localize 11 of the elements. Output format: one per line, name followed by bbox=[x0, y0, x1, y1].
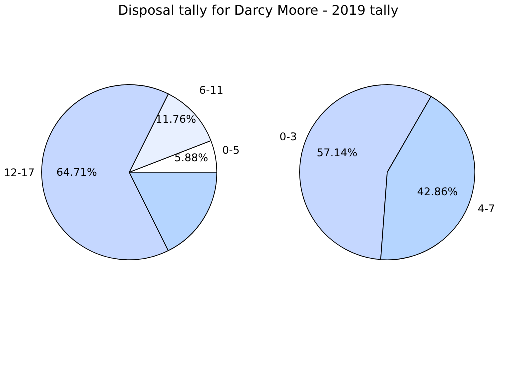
data-label: 57.14% bbox=[316, 146, 358, 160]
data-label: 42.86% bbox=[417, 185, 458, 198]
slice-label: 0-5 bbox=[222, 144, 240, 157]
data-label: 5.88% bbox=[174, 152, 208, 164]
chart-title: Disposal tally for Darcy Moore - 2019 tally bbox=[118, 4, 399, 19]
data-label: 11.76% bbox=[156, 112, 196, 126]
data-label: 64.71% bbox=[56, 166, 98, 179]
slice-label: 4-7 bbox=[478, 202, 496, 216]
slice-label: 0-3 bbox=[280, 130, 298, 144]
slice-label: 6-11 bbox=[199, 84, 224, 97]
slice-label: 12-17 bbox=[4, 166, 35, 180]
